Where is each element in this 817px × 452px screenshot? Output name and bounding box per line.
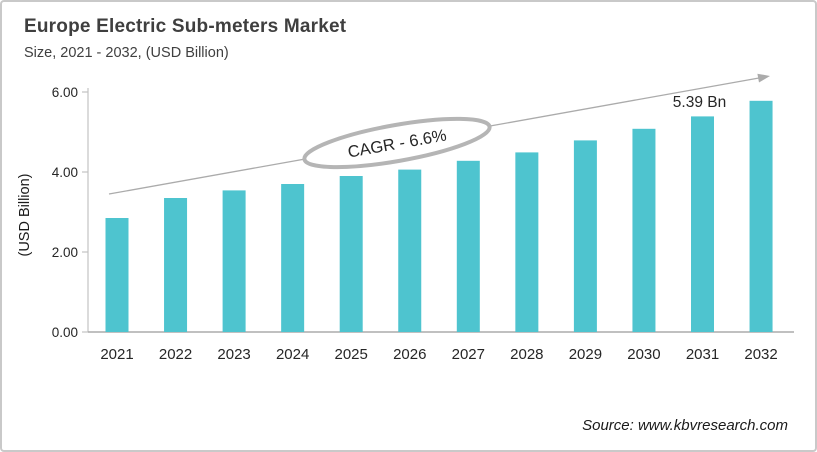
bar	[105, 218, 129, 332]
x-tick-label: 2027	[452, 346, 485, 363]
x-tick-label: 2030	[627, 346, 660, 363]
x-tick-label: 2024	[276, 346, 309, 363]
bar	[456, 160, 480, 332]
value-annotation: 5.39 Bn	[673, 94, 726, 111]
x-tick-label: 2021	[100, 346, 133, 363]
bar	[573, 140, 597, 332]
x-tick-label: 2032	[744, 346, 777, 363]
source-credit: Source: www.kbvresearch.com	[582, 417, 788, 434]
bar	[339, 176, 363, 332]
bar	[691, 116, 714, 333]
x-tick-label: 2025	[335, 346, 368, 363]
cagr-ellipse	[302, 116, 492, 170]
chart-subtitle: Size, 2021 - 2032, (USD Billion)	[24, 45, 229, 61]
x-tick-label: 2028	[510, 346, 543, 363]
bar	[515, 152, 539, 332]
y-tick-label: 0.00	[52, 325, 78, 340]
y-tick-label: 6.00	[52, 85, 78, 100]
x-tick-label: 2031	[686, 346, 719, 363]
bar	[164, 198, 188, 332]
y-axis-title: (USD Billion)	[17, 174, 33, 257]
x-tick-label: 2022	[159, 346, 192, 363]
x-tick-label: 2023	[217, 346, 250, 363]
x-tick-label: 2029	[569, 346, 602, 363]
bar	[398, 169, 422, 332]
bar	[749, 100, 773, 332]
bar	[281, 184, 305, 332]
x-tick-label: 2026	[393, 346, 426, 363]
y-tick-label: 2.00	[52, 245, 78, 260]
bar	[222, 190, 246, 332]
bar	[632, 128, 656, 332]
chart-title: Europe Electric Sub-meters Market	[24, 16, 347, 37]
trend-arrowhead-icon	[757, 73, 770, 83]
y-tick-label: 4.00	[52, 165, 78, 180]
